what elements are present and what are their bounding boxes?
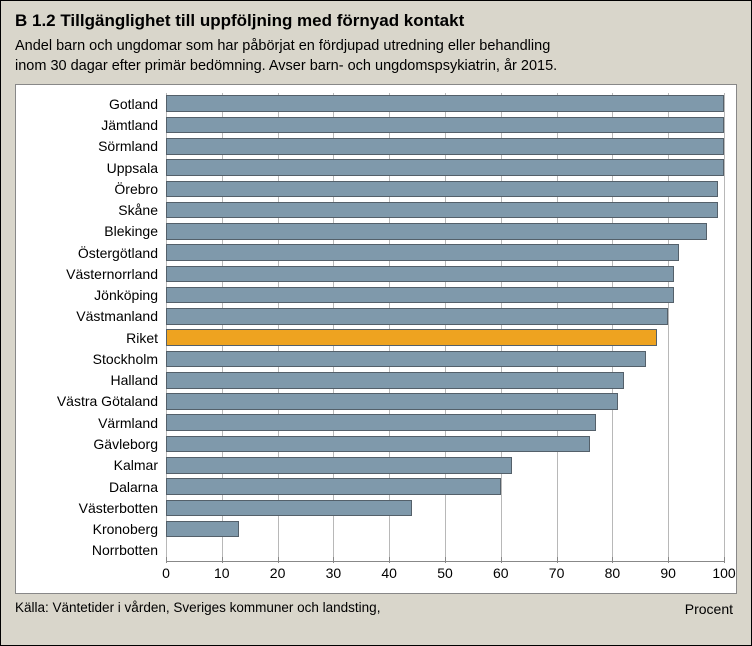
- bar: [166, 308, 668, 325]
- bar-row: [166, 263, 724, 284]
- y-axis-label: Gävleborg: [16, 437, 164, 451]
- y-axis-label: Blekinge: [16, 224, 164, 238]
- y-axis-label: Stockholm: [16, 352, 164, 366]
- x-tick-mark: [278, 557, 279, 563]
- bar-row: [166, 199, 724, 220]
- y-axis-label: Kronoberg: [16, 522, 164, 536]
- x-tick-label: 0: [162, 565, 170, 581]
- bar: [166, 436, 590, 453]
- bar: [166, 181, 718, 198]
- x-tick-label: 50: [437, 565, 453, 581]
- chart-container: B 1.2 Tillgänglighet till uppföljning me…: [0, 0, 752, 646]
- subtitle-line-2: inom 30 dagar efter primär bedömning. Av…: [15, 58, 557, 74]
- bar: [166, 117, 724, 134]
- y-axis-label: Kalmar: [16, 458, 164, 472]
- y-axis-label: Jönköping: [16, 288, 164, 302]
- y-axis-label: Skåne: [16, 203, 164, 217]
- bar-row: [166, 327, 724, 348]
- y-axis-label: Gotland: [16, 97, 164, 111]
- x-tick-mark: [333, 557, 334, 563]
- x-tick-label: 10: [214, 565, 230, 581]
- bar: [166, 457, 512, 474]
- x-tick-mark: [445, 557, 446, 563]
- bar: [166, 372, 624, 389]
- bar-row: [166, 518, 724, 539]
- bar: [166, 266, 674, 283]
- x-tick-mark: [612, 557, 613, 563]
- bar-row: [166, 370, 724, 391]
- bar-row: [166, 136, 724, 157]
- y-axis-label: Riket: [16, 331, 164, 345]
- bar: [166, 159, 724, 176]
- y-axis-label: Norrbotten: [16, 543, 164, 557]
- y-axis-label: Västerbotten: [16, 501, 164, 515]
- x-tick-mark: [389, 557, 390, 563]
- y-axis-labels: Gotland Jämtland Sörmland Uppsala Örebro Skån…: [16, 93, 164, 561]
- x-tick-label: 40: [381, 565, 397, 581]
- y-axis-label: Sörmland: [16, 139, 164, 153]
- bar: [166, 287, 674, 304]
- y-axis-label: Dalarna: [16, 480, 164, 494]
- bar: [166, 414, 596, 431]
- y-axis-label: Örebro: [16, 182, 164, 196]
- x-axis: 0102030405060708090100: [166, 563, 724, 587]
- bar-row: [166, 114, 724, 135]
- bar-row: [166, 476, 724, 497]
- chart-subtitle: Andel barn och ungdomar som har påbörjat…: [15, 37, 737, 76]
- y-axis-label: Västmanland: [16, 309, 164, 323]
- bar-row: [166, 242, 724, 263]
- bar: [166, 202, 718, 219]
- bar: [166, 138, 724, 155]
- y-axis-label: Jämtland: [16, 118, 164, 132]
- x-tick-label: 90: [660, 565, 676, 581]
- x-tick-label: 20: [270, 565, 286, 581]
- bars-group: [166, 93, 724, 561]
- chart-area: [166, 93, 724, 561]
- x-tick-mark: [166, 557, 167, 563]
- x-tick-mark: [222, 557, 223, 563]
- source-text: Källa: Väntetider i vården, Sveriges kom…: [15, 600, 737, 615]
- bar-row: [166, 455, 724, 476]
- bar-row: [166, 306, 724, 327]
- x-tick-label: 70: [549, 565, 565, 581]
- bar-row: [166, 221, 724, 242]
- bar: [166, 244, 679, 261]
- bar-row: [166, 157, 724, 178]
- y-axis-label: Östergötland: [16, 246, 164, 260]
- bar-row: [166, 178, 724, 199]
- x-tick-label: 60: [493, 565, 509, 581]
- x-tick-label: 30: [326, 565, 342, 581]
- bar-highlight: [166, 329, 657, 346]
- bar-row: [166, 412, 724, 433]
- y-axis-label: Uppsala: [16, 161, 164, 175]
- bar: [166, 500, 412, 517]
- x-tick-mark: [724, 557, 725, 563]
- plot-area: Gotland Jämtland Sörmland Uppsala Örebro Skån…: [15, 84, 737, 594]
- x-tick-mark: [501, 557, 502, 563]
- bar-row: [166, 391, 724, 412]
- x-tick-mark: [668, 557, 669, 563]
- bar: [166, 478, 501, 495]
- y-axis-label: Värmland: [16, 416, 164, 430]
- x-tick-label: 100: [712, 565, 735, 581]
- y-axis-label: Halland: [16, 373, 164, 387]
- bar-row: [166, 348, 724, 369]
- x-axis-label: Procent: [685, 601, 733, 617]
- y-axis-label: Västra Götaland: [16, 394, 164, 408]
- bar: [166, 95, 724, 112]
- bar: [166, 393, 618, 410]
- bar-row: [166, 497, 724, 518]
- bar: [166, 521, 239, 538]
- subtitle-line-1: Andel barn och ungdomar som har påbörjat…: [15, 38, 550, 54]
- x-tick-label: 80: [605, 565, 621, 581]
- bar: [166, 351, 646, 368]
- bar-row: [166, 93, 724, 114]
- x-tick-mark: [557, 557, 558, 563]
- chart-title: B 1.2 Tillgänglighet till uppföljning me…: [15, 11, 737, 31]
- bar-row: [166, 433, 724, 454]
- grid-line: [724, 93, 725, 561]
- bar-row: [166, 285, 724, 306]
- y-axis-label: Västernorrland: [16, 267, 164, 281]
- bar: [166, 223, 707, 240]
